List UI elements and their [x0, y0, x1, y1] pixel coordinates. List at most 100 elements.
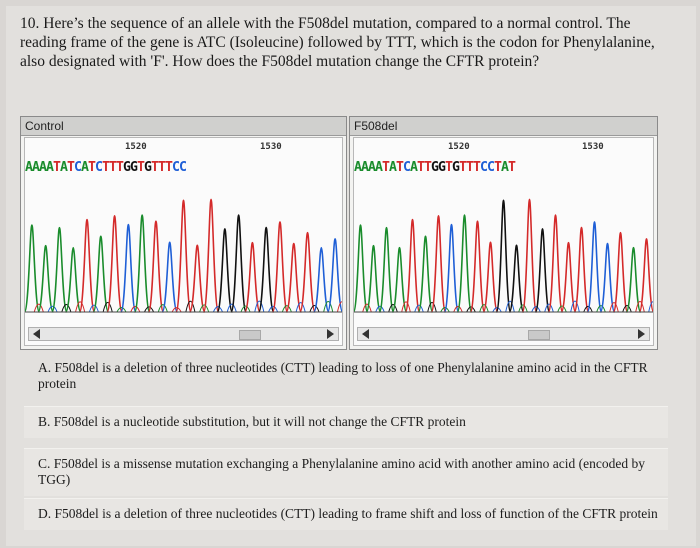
answer-option-a[interactable]: A. F508del is a deletion of three nucleo… [38, 360, 666, 392]
trace-peak-a [378, 226, 395, 313]
base-t: T [67, 160, 75, 175]
answer-option-c[interactable]: C. F508del is a missense mutation exchan… [24, 448, 668, 496]
trace-peak-t [202, 198, 220, 313]
base-t: T [459, 160, 467, 175]
control-scrollbar[interactable] [28, 327, 339, 341]
trace-peak-a [354, 224, 369, 313]
base-t: T [382, 160, 390, 175]
trace-noise [102, 302, 113, 313]
base-t: T [151, 160, 159, 175]
f508del-panel: F508del 1520 1530 AAAATATCATTGGTGTTTCCTA… [349, 116, 658, 350]
trace-peak-g [495, 199, 512, 313]
trace-peak-t [147, 220, 165, 313]
trace-noise [309, 305, 320, 313]
f508del-scroll-thumb[interactable] [528, 330, 550, 340]
answer-option-d-label: D. F508del is a deletion of three nucleo… [38, 506, 658, 521]
trace-peak-a [37, 244, 55, 313]
trace-peak-t [175, 199, 192, 313]
trace-noise [33, 303, 44, 313]
trace-peak-a [365, 244, 382, 313]
trace-peak-a [64, 246, 82, 313]
base-g: G [438, 160, 446, 175]
base-g: G [144, 160, 152, 175]
trace-noise [88, 304, 99, 313]
base-a: A [354, 160, 362, 175]
trace-peak-c [312, 246, 330, 313]
control-ruler: 1520 1530 [25, 142, 342, 156]
trace-noise [240, 305, 251, 313]
trace-noise [583, 305, 593, 313]
trace-peak-a [456, 214, 473, 313]
trace-peak-t [271, 221, 289, 313]
control-tick-1530: 1530 [260, 142, 282, 152]
trace-peak-t [78, 218, 96, 313]
base-g: G [130, 160, 138, 175]
trace-noise [226, 303, 237, 313]
trace-peak-c [326, 238, 342, 313]
scroll-left-arrow-icon[interactable] [362, 329, 369, 339]
base-t: T [417, 160, 425, 175]
trace-noise [427, 302, 437, 313]
f508del-sequence: AAAATATCATTGGTGTTTCCTAT [354, 160, 653, 176]
control-trace-area: 1520 1530 AAAATATCATCTTTGGTGTTTCC [24, 137, 343, 346]
control-panel: Control 1520 1530 AAAATATCATCTTTGGTGTTTC… [20, 116, 347, 350]
f508del-scrollbar[interactable] [357, 327, 650, 341]
f508del-tab-label: F508del [350, 117, 657, 136]
base-c: C [179, 160, 187, 175]
trace-peak-t [430, 215, 447, 313]
base-t: T [494, 160, 502, 175]
base-a: A [368, 160, 376, 175]
trace-peak-a [92, 235, 110, 313]
base-a: A [39, 160, 47, 175]
trace-peak-c [599, 242, 616, 313]
base-t: T [137, 160, 145, 175]
trace-noise [75, 301, 86, 313]
trace-peak-t [244, 241, 261, 313]
trace-noise [544, 303, 554, 313]
trace-peak-g [257, 226, 275, 313]
scroll-right-arrow-icon[interactable] [327, 329, 334, 339]
trace-peak-a [51, 226, 68, 313]
base-t: T [396, 160, 404, 175]
base-a: A [81, 160, 89, 175]
base-a: A [32, 160, 40, 175]
control-chromatogram [25, 184, 342, 318]
trace-noise [336, 301, 342, 313]
scroll-right-arrow-icon[interactable] [638, 329, 645, 339]
trace-noise [185, 300, 196, 313]
trace-peak-t [299, 231, 316, 313]
trace-noise [268, 305, 279, 313]
trace-noise [130, 305, 141, 313]
trace-noise [375, 305, 385, 313]
base-t: T [88, 160, 96, 175]
trace-peak-g [508, 244, 525, 313]
trace-noise [570, 300, 580, 313]
base-a: A [25, 160, 33, 175]
trace-peak-g [534, 228, 551, 313]
scroll-left-arrow-icon[interactable] [33, 329, 40, 339]
base-t: T [473, 160, 481, 175]
trace-noise [295, 302, 306, 313]
trace-noise [199, 304, 210, 313]
trace-noise [281, 305, 292, 313]
trace-peak-t [404, 218, 421, 313]
trace-peak-t [560, 241, 577, 313]
answer-option-d[interactable]: D. F508del is a deletion of three nucleo… [24, 498, 668, 530]
trace-noise [116, 306, 127, 313]
f508del-trace-area: 1520 1530 AAAATATCATTGGTGTTTCCTAT [353, 137, 654, 346]
trace-noise [518, 304, 528, 313]
trace-noise [440, 306, 450, 313]
base-t: T [109, 160, 117, 175]
base-t: T [424, 160, 432, 175]
answer-option-a-label: A. F508del is a deletion of three nucleo… [38, 360, 648, 391]
f508del-ruler: 1520 1530 [354, 142, 653, 156]
trace-peak-a [391, 246, 408, 313]
answer-option-b-label: B. F508del is a nucleotide substitution,… [38, 414, 466, 429]
trace-peak-c [443, 223, 460, 313]
control-scroll-thumb[interactable] [239, 330, 261, 340]
base-c: C [95, 160, 103, 175]
trace-peak-g [216, 228, 234, 313]
trace-peak-t [482, 241, 499, 313]
trace-peak-g [230, 214, 247, 313]
answer-option-b[interactable]: B. F508del is a nucleotide substitution,… [24, 406, 668, 438]
